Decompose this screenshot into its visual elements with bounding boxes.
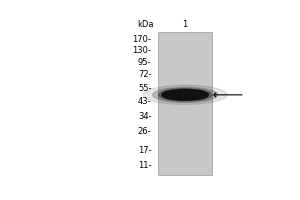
- Ellipse shape: [143, 85, 227, 105]
- Text: kDa: kDa: [137, 20, 154, 29]
- Text: 26-: 26-: [138, 127, 152, 136]
- Text: 11-: 11-: [138, 161, 152, 170]
- Ellipse shape: [158, 89, 212, 101]
- Ellipse shape: [153, 87, 218, 102]
- Ellipse shape: [162, 89, 208, 100]
- Text: 34-: 34-: [138, 112, 152, 121]
- Text: 1: 1: [182, 20, 188, 29]
- Text: 130-: 130-: [133, 46, 152, 55]
- Text: 55-: 55-: [138, 84, 152, 93]
- Text: 95-: 95-: [138, 58, 152, 67]
- Text: 17-: 17-: [138, 146, 152, 155]
- Text: 43-: 43-: [138, 97, 152, 106]
- Text: 72-: 72-: [138, 70, 152, 79]
- Bar: [158, 32, 212, 175]
- Text: 170-: 170-: [133, 35, 152, 44]
